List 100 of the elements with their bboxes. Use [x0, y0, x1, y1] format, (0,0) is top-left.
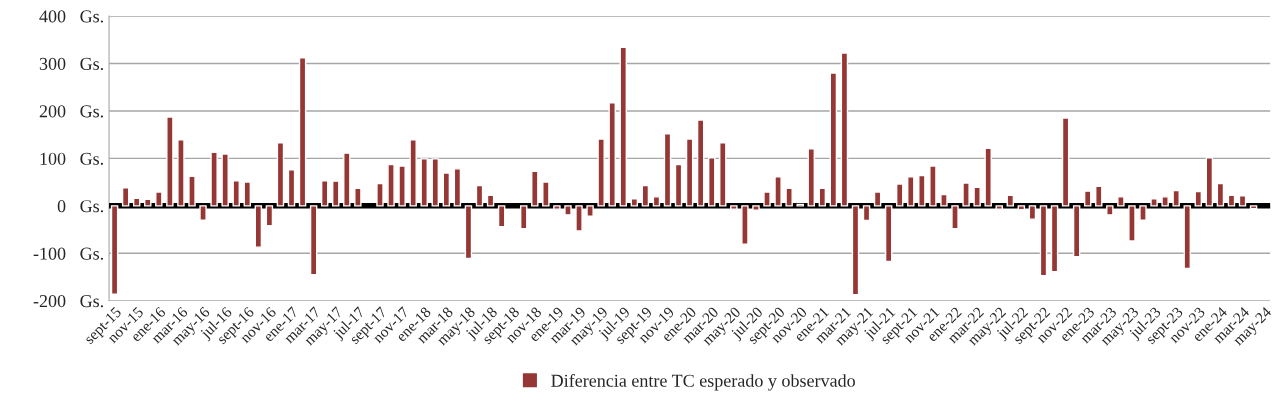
y-tick-label: 400 Gs. — [39, 10, 103, 23]
y-tick-label: 200 Gs. — [39, 105, 103, 118]
y-tick-label: 0 Gs. — [57, 200, 103, 213]
bar — [188, 175, 196, 207]
bar — [1139, 205, 1147, 221]
bar — [409, 139, 417, 207]
bar — [652, 196, 661, 207]
bar — [265, 205, 274, 227]
bar — [155, 191, 163, 207]
bar — [431, 158, 440, 207]
bar — [110, 205, 119, 295]
bar — [785, 187, 793, 207]
bar — [807, 148, 815, 207]
bar — [851, 205, 860, 296]
bar — [542, 181, 550, 207]
bar — [951, 205, 959, 230]
bar — [564, 205, 572, 216]
bar — [685, 138, 694, 207]
bar — [420, 158, 428, 207]
bar — [1028, 205, 1037, 220]
bar — [398, 165, 406, 207]
bar — [177, 139, 185, 207]
bar — [497, 205, 506, 228]
bar — [1161, 196, 1169, 207]
bar — [829, 72, 838, 207]
bar — [1205, 157, 1214, 207]
bar — [1216, 182, 1225, 207]
bar — [1172, 189, 1180, 207]
bar — [918, 174, 926, 207]
bar — [1238, 195, 1247, 207]
bar — [243, 181, 252, 207]
bar — [674, 163, 683, 207]
bar — [309, 205, 318, 276]
bar — [1128, 205, 1136, 242]
bar — [929, 165, 937, 207]
bar — [320, 180, 329, 207]
bar — [343, 152, 351, 207]
bar — [287, 169, 296, 207]
y-tick-label: -100 Gs. — [33, 247, 103, 260]
bar — [630, 198, 639, 207]
bar — [121, 187, 130, 207]
bar — [254, 205, 263, 248]
bar — [442, 172, 451, 207]
bar — [586, 205, 594, 217]
bar — [641, 184, 650, 207]
bar — [774, 176, 782, 207]
y-tick-label: -200 Gs. — [33, 295, 103, 308]
bar — [862, 205, 871, 222]
bar — [973, 186, 981, 207]
bar — [984, 147, 992, 207]
bar — [962, 182, 970, 207]
bar — [840, 52, 849, 207]
bar — [707, 157, 716, 207]
bar — [199, 205, 207, 221]
bar — [873, 191, 882, 207]
bar — [1095, 185, 1103, 207]
bar — [895, 183, 904, 207]
bar — [132, 197, 141, 207]
bar — [1227, 194, 1236, 207]
bar — [575, 205, 583, 232]
bar — [719, 142, 727, 207]
bar — [663, 133, 672, 207]
bar — [597, 138, 605, 207]
bar — [387, 163, 395, 207]
bar — [818, 187, 827, 207]
bar — [730, 205, 738, 210]
bar — [1061, 117, 1070, 207]
bar — [1039, 205, 1048, 277]
y-tick-label: 100 Gs. — [40, 152, 103, 165]
bar — [696, 119, 705, 207]
bar — [354, 187, 362, 207]
bar — [553, 205, 561, 210]
bar — [464, 205, 473, 260]
bar — [475, 184, 484, 207]
bar — [210, 151, 218, 207]
bar — [144, 198, 152, 207]
bar — [166, 116, 174, 207]
bar — [232, 180, 240, 207]
bar — [763, 191, 771, 207]
bar — [619, 46, 627, 207]
bar — [1050, 205, 1059, 273]
bar — [1117, 196, 1125, 207]
bar — [1249, 205, 1258, 210]
bar — [1083, 190, 1092, 207]
bar — [1006, 194, 1015, 207]
bar — [907, 176, 915, 207]
bar — [1150, 198, 1158, 207]
bar — [520, 205, 528, 230]
bar — [276, 142, 285, 207]
bar — [332, 180, 340, 207]
bar — [486, 194, 495, 207]
bar — [298, 57, 307, 207]
bar — [752, 205, 760, 211]
bar — [221, 153, 229, 207]
bar — [1072, 205, 1081, 258]
bar — [741, 205, 749, 245]
bar — [376, 182, 384, 207]
bar — [940, 193, 948, 207]
bar — [1017, 205, 1026, 211]
bar — [884, 205, 893, 263]
